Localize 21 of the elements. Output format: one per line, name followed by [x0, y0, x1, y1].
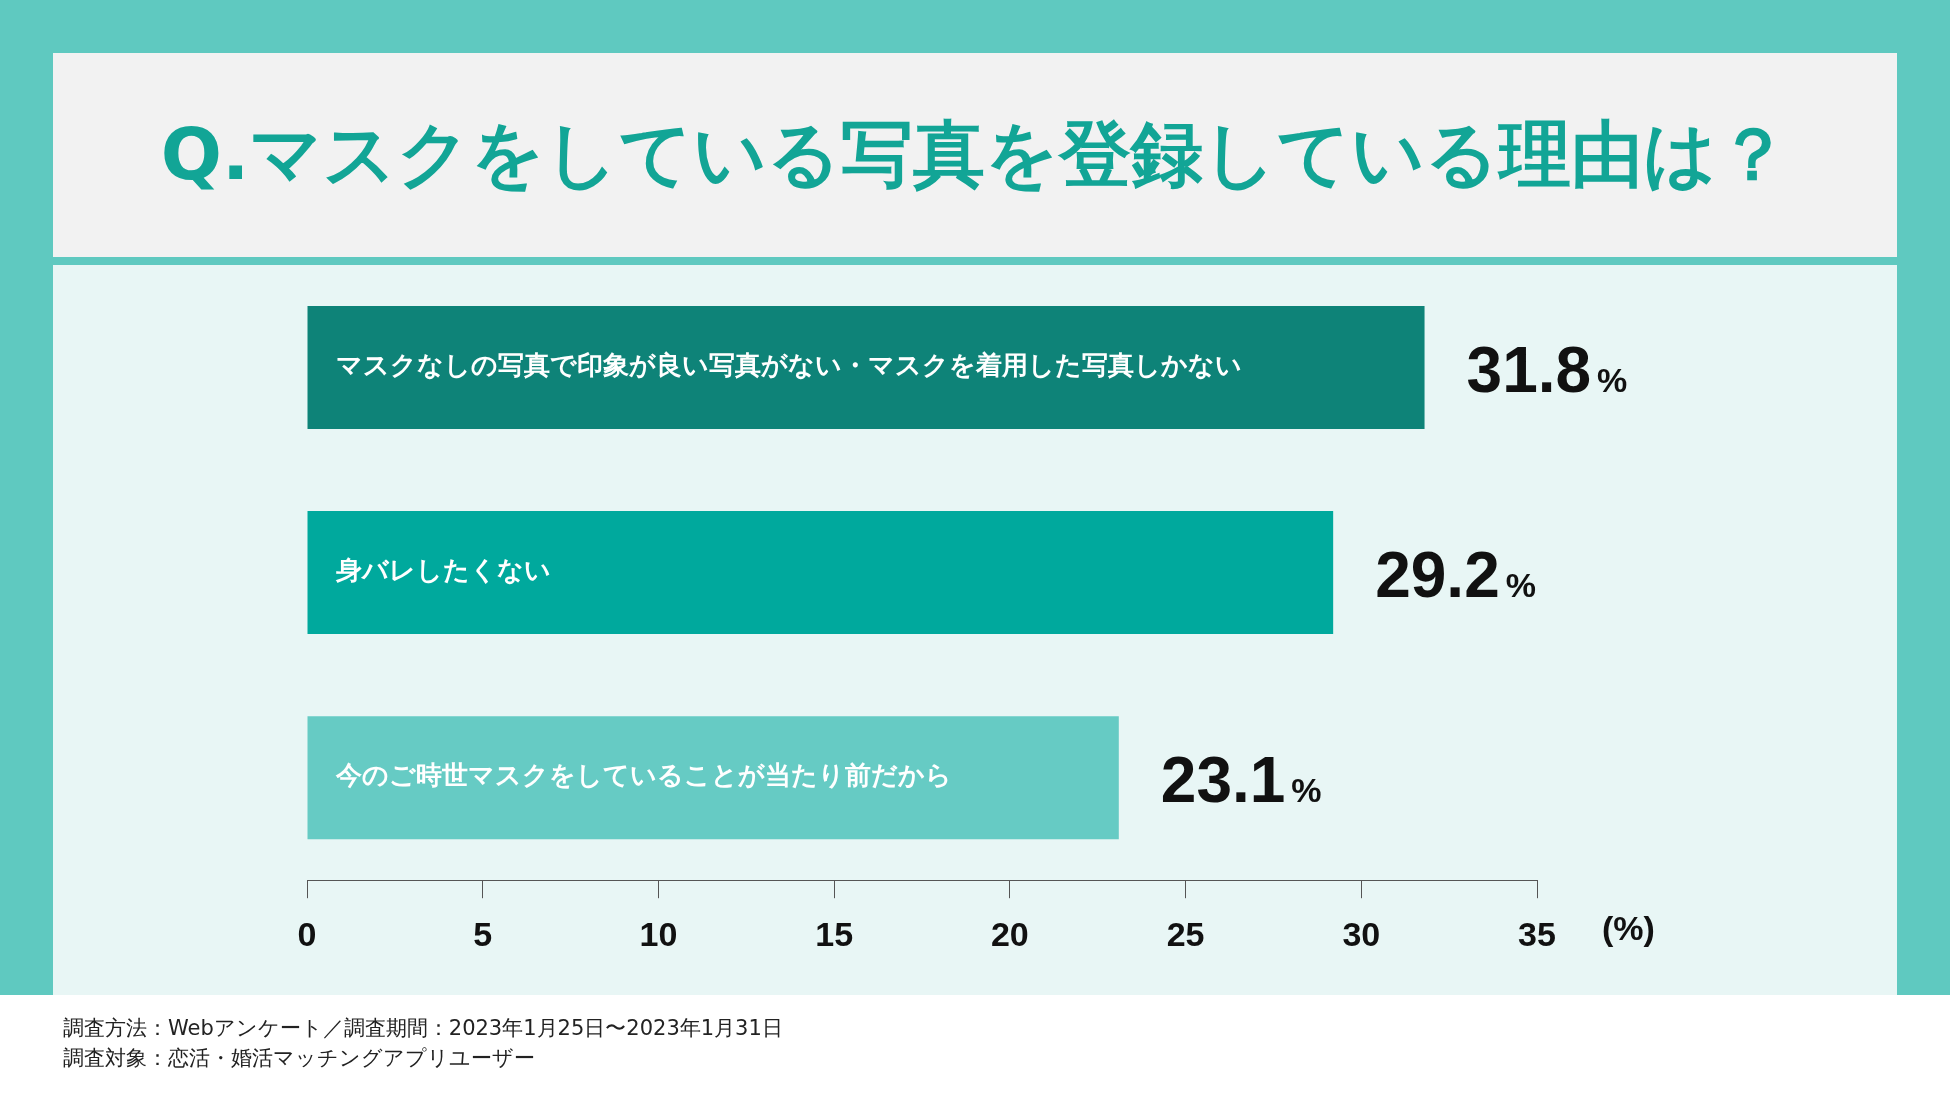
x-tick-label: 20: [990, 914, 1029, 953]
x-tick-label: 10: [639, 914, 678, 953]
text: 調査方法：Webアンケート／調査期間：2023年1月25日〜2023年1月31日: [63, 1015, 783, 1042]
bar: [307, 716, 1119, 840]
x-tick-label: 25: [1166, 914, 1205, 953]
y-tick-label: 身バレしたくない: [334, 555, 551, 586]
data-label: 29.2%: [1375, 538, 1536, 611]
x-axis-title: (%): [1602, 908, 1655, 947]
data-label: 23.1%: [1160, 743, 1322, 816]
x-tick-label: 0: [297, 914, 317, 953]
y-tick-label: マスクなしの写真で印象が良い写真がない・マスクを着用した写真しかない: [335, 350, 1242, 381]
y-tick-label: 今のご時世マスクをしていることが当たり前だから: [334, 760, 952, 791]
bar: [307, 511, 1334, 635]
x-tick-label: 35: [1518, 914, 1556, 953]
bar: [307, 306, 1425, 430]
text: 調査対象：恋活・婚活マッチングアプリユーザー: [63, 1045, 536, 1072]
x-tick-label: 15: [815, 914, 854, 953]
chart-title: Q.マスクをしている写真を登録している理由は？: [160, 111, 1790, 198]
x-tick-label: 30: [1342, 914, 1381, 953]
x-tick-label: 5: [473, 914, 493, 953]
data-label: 31.8%: [1466, 333, 1628, 406]
